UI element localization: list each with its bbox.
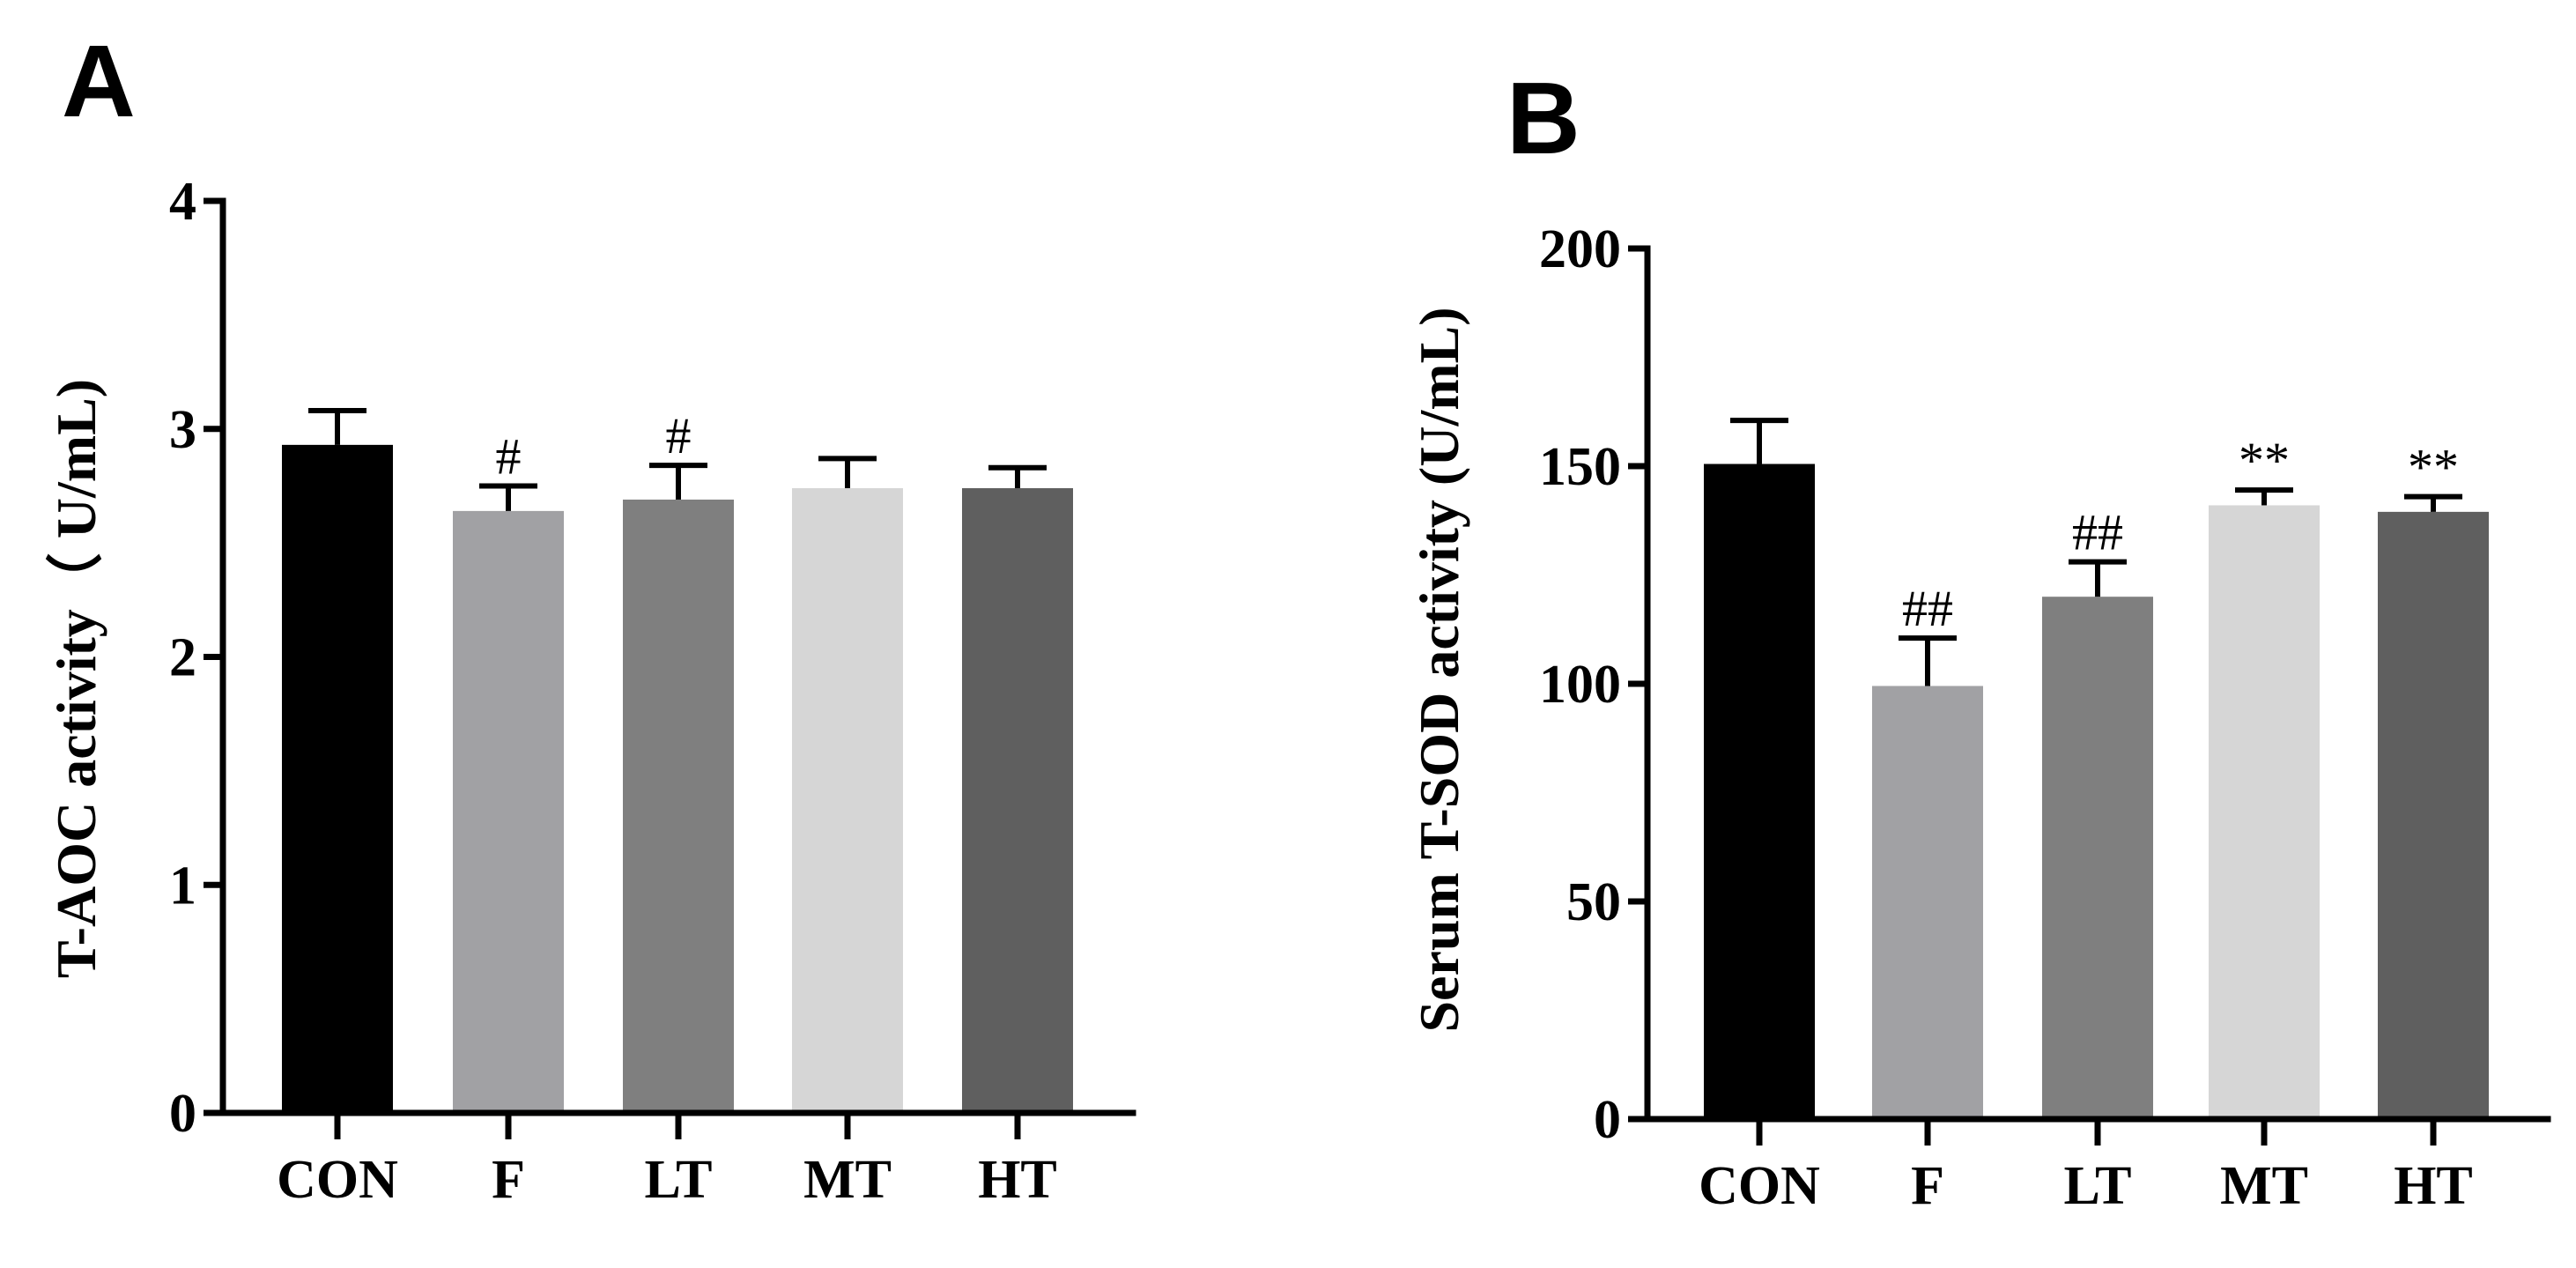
panel-b-error-bar-f — [1899, 635, 1957, 686]
panel-b-error-bar-con — [1730, 418, 1788, 464]
panel-b-x-tick-label-con: CON — [1699, 1156, 1820, 1216]
panel-b-error-bar-ht — [2404, 493, 2462, 512]
panel-b-x-tick-label-f: F — [1911, 1156, 1944, 1216]
panel-a-y-tick-label: 0 — [169, 1084, 196, 1144]
panel-b-x-tick-label-ht: HT — [2394, 1156, 2473, 1216]
panel-a-bar-con — [282, 444, 393, 1113]
panel-a-bar-ht — [962, 488, 1073, 1113]
panel-b-significance-mt: ** — [2239, 432, 2290, 489]
panel-a-bar-mt — [792, 488, 903, 1113]
panel-b-error-bar-lt — [2069, 559, 2127, 597]
panel-a-x-tick-label-f: F — [492, 1150, 525, 1210]
panel-a-x-tick-label-con: CON — [277, 1150, 398, 1210]
panel-b-y-tick-label: 200 — [1539, 219, 1621, 279]
panel-b-bar-lt — [2042, 597, 2153, 1119]
panel-a-error-bar-lt — [649, 463, 707, 500]
panel-a-y-axis-title: T-AOC activity（ U/mL) — [45, 379, 107, 978]
panel-b-error-bar-mt — [2235, 487, 2293, 506]
panel-b-bar-con — [1704, 463, 1815, 1119]
panel-a-error-bar-con — [308, 408, 366, 445]
panel-b-y-axis-title: Serum T-SOD activity (U/mL) — [1408, 307, 1470, 1032]
panel-a-y-tick-label: 2 — [169, 628, 196, 688]
panel-letter-b: B — [1506, 61, 1580, 175]
panel-b-bar-mt — [2209, 505, 2320, 1119]
panel-b-significance-lt: ## — [2072, 504, 2123, 561]
panel-a-error-bar-f — [479, 483, 537, 511]
panel-b: B Serum T-SOD activity (U/mL) ## ## ** ** 0 5… — [1408, 61, 2551, 1216]
panel-b-x-tick-label-lt: LT — [2063, 1156, 2131, 1216]
panel-b-y-tick-label: 100 — [1539, 655, 1621, 715]
panel-a-x-tick-label-ht: HT — [978, 1150, 1057, 1210]
panel-b-x-tick-label-mt: MT — [2220, 1156, 2308, 1216]
panel-b-bar-f — [1872, 686, 1983, 1119]
panel-b-y-tick-label: 0 — [1594, 1090, 1621, 1150]
panel-letter-a: A — [62, 24, 136, 138]
panel-b-significance-f: ## — [1902, 580, 1953, 637]
panel-a-y-tick-label: 1 — [169, 856, 196, 916]
panel-a-error-bar-mt — [818, 456, 877, 489]
panel-a-y-tick-label: 3 — [169, 400, 196, 460]
panel-a-x-tick-label-lt: LT — [644, 1150, 712, 1210]
panel-b-bar-ht — [2378, 511, 2489, 1119]
panel-b-y-tick-label: 50 — [1566, 872, 1621, 932]
panel-a-error-bar-ht — [988, 464, 1047, 489]
panel-a-bar-f — [453, 510, 564, 1113]
panel-a-significance-lt: # — [666, 407, 692, 464]
panel-a-y-axis-title-group: T-AOC activity（ U/mL) — [45, 379, 107, 978]
panel-a-bar-lt — [623, 499, 734, 1113]
panel-b-y-tick-label: 150 — [1539, 437, 1621, 497]
panel-a-significance-f: # — [496, 427, 522, 485]
panel-b-y-axis-title-group: Serum T-SOD activity (U/mL) — [1408, 307, 1470, 1032]
panel-a: A T-AOC activity（ U/mL) # #0 1 2 3 4 CON F LT MT H… — [45, 24, 1136, 1210]
panel-b-significance-ht: ** — [2408, 439, 2459, 496]
panel-a-x-tick-label-mt: MT — [803, 1150, 892, 1210]
panel-a-y-tick-label: 4 — [169, 172, 196, 232]
